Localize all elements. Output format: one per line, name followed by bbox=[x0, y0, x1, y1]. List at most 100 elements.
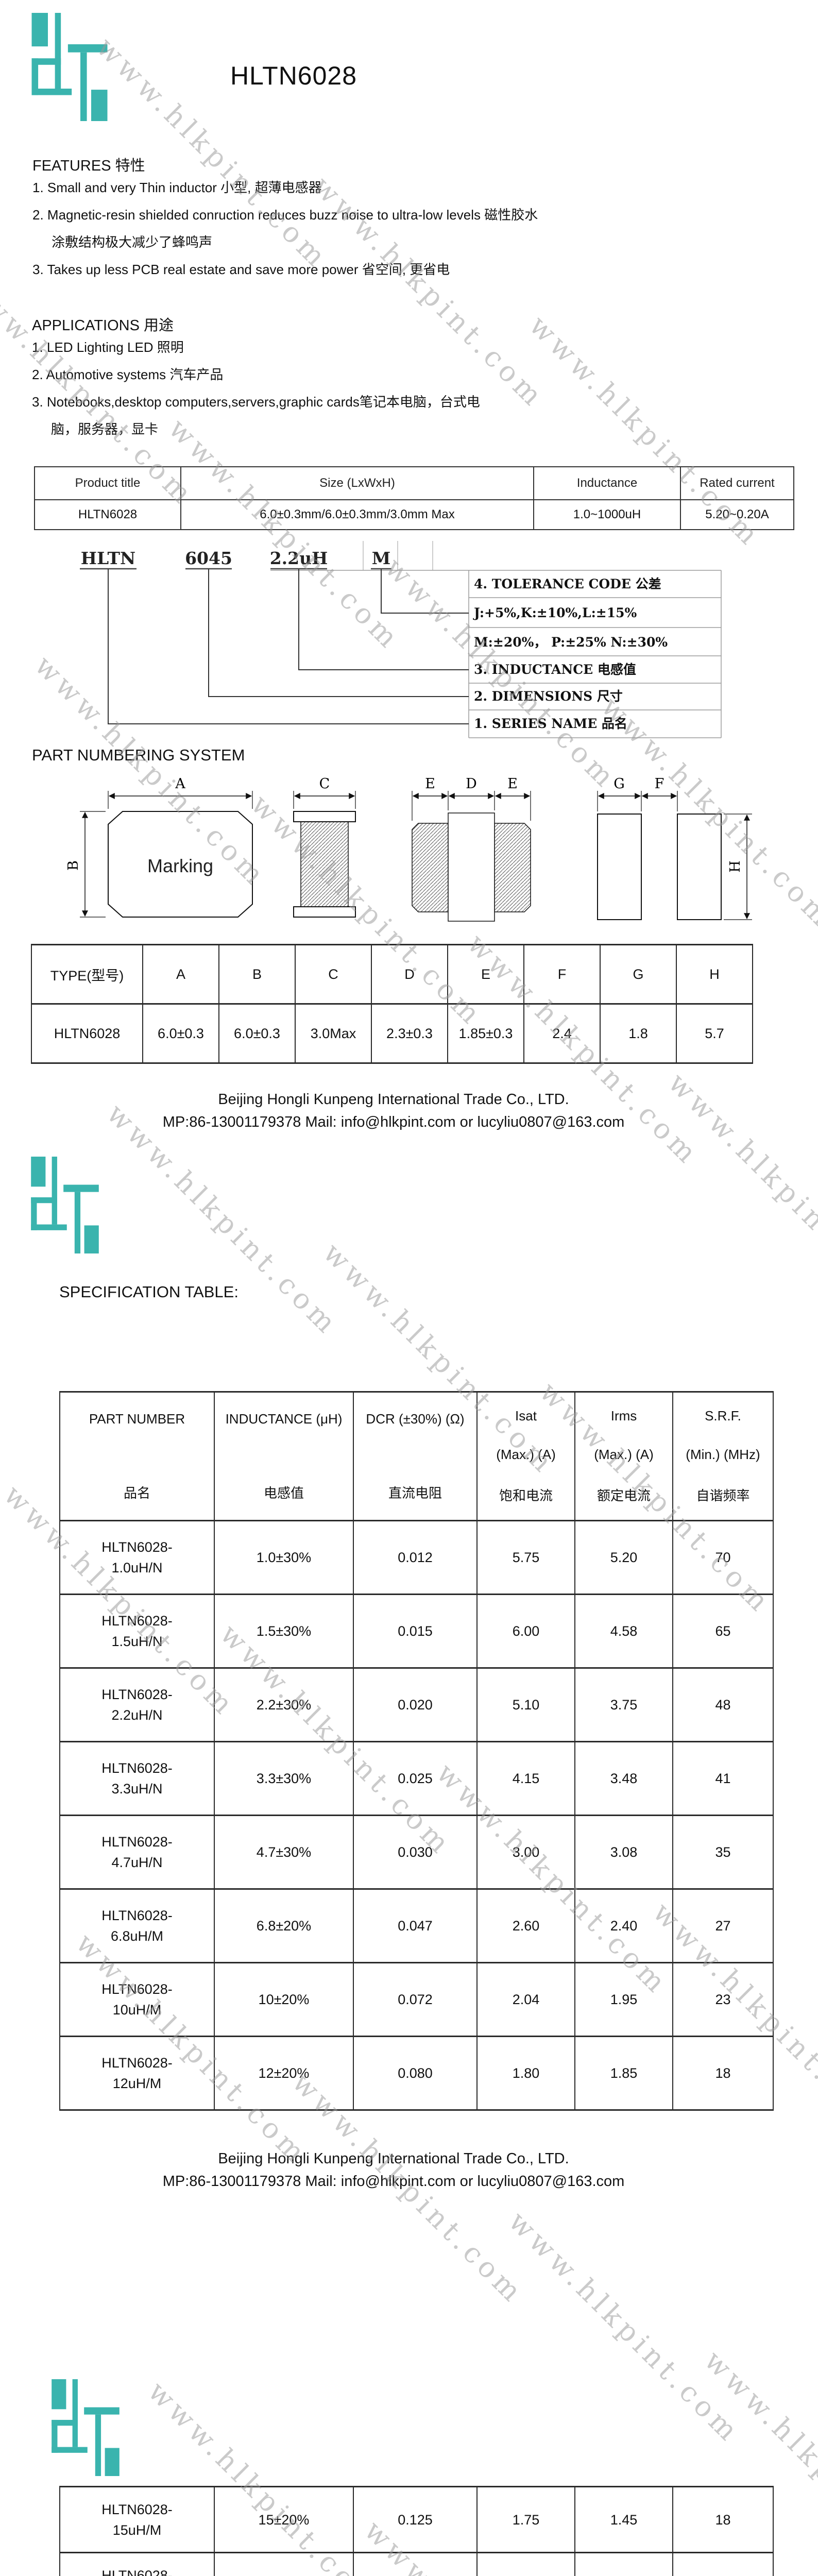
table-cell: HLTN6028 bbox=[34, 499, 181, 530]
column-header: Rated current bbox=[680, 466, 794, 500]
table-cell: 23 bbox=[672, 1962, 774, 2037]
column-header: A bbox=[142, 944, 219, 1005]
features-list: 1. Small and very Thin inductor 小型, 超薄电感… bbox=[32, 174, 548, 283]
table-cell: 1.75 bbox=[476, 2486, 575, 2553]
table-cell: 2.60 bbox=[476, 1888, 575, 1963]
table-cell: 1.85 bbox=[574, 2036, 673, 2111]
column-header: H bbox=[676, 944, 753, 1005]
drawing-land-pattern: G F H bbox=[597, 776, 752, 920]
product-summary-table: Product title Size (LxWxH) Inductance Ra… bbox=[34, 466, 794, 530]
table-cell: HLTN6028- 2.2uH/N bbox=[59, 1667, 215, 1742]
watermark-text: www.hlkpint.com bbox=[502, 2205, 747, 2450]
dimension-drawings: Marking A B C bbox=[65, 776, 752, 922]
dim-d-label: D bbox=[466, 776, 477, 792]
table-cell: 1.0~1000uH bbox=[533, 499, 681, 530]
table-cell: 3.0Max bbox=[295, 1003, 372, 1064]
drawing-bottom-view: E D E bbox=[412, 776, 531, 922]
watermark-text: www.hlkpint.com bbox=[100, 1097, 346, 1342]
table-cell: 15 bbox=[672, 2552, 774, 2576]
table-cell: 18±20% bbox=[214, 2552, 354, 2576]
table-row: HLTN6028- 12uH/M 12±20% 0.080 1.80 1.85 18 bbox=[59, 2036, 774, 2111]
column-header: Irms (Max.) (A) 额定电流 bbox=[574, 1391, 673, 1521]
footer-company: Beijing Hongli Kunpeng International Tra… bbox=[218, 2150, 569, 2167]
table-cell: 0.015 bbox=[353, 1594, 478, 1669]
table-cell: HLTN6028- 1.0uH/N bbox=[59, 1520, 215, 1595]
table-cell: 1.0±30% bbox=[214, 1520, 354, 1595]
table-cell: HLTN6028- 6.8uH/M bbox=[59, 1888, 215, 1963]
company-logo-icon bbox=[52, 2379, 120, 2476]
label-tolerance-code: 4. TOLERANCE CODE 公差 bbox=[474, 577, 661, 591]
table-row: HLTN6028- 1.0uH/N 1.0±30% 0.012 5.75 5.20 70 bbox=[59, 1520, 774, 1595]
column-header: INDUCTANCE (μH) 电感值 bbox=[214, 1391, 354, 1521]
table-cell: 12±20% bbox=[214, 2036, 354, 2111]
label-inductance: 3. INDUCTANCE 电感值 bbox=[474, 662, 636, 677]
table-cell: 3.48 bbox=[574, 1741, 673, 1816]
table-cell: 0.012 bbox=[353, 1520, 478, 1595]
table-cell: 6.0±0.3 bbox=[218, 1003, 296, 1064]
code-series: HLTN bbox=[81, 548, 135, 568]
table-cell: 0.072 bbox=[353, 1962, 478, 2037]
feature-item: 1. Small and very Thin inductor 小型, 超薄电感… bbox=[32, 180, 322, 195]
application-item: 1. LED Lighting LED 照明 bbox=[32, 340, 184, 355]
column-header: Size (LxWxH) bbox=[180, 466, 534, 500]
drawing-side-view: C bbox=[293, 776, 356, 918]
table-cell: HLTN6028- 18uH/M bbox=[59, 2552, 215, 2576]
table-cell: 1.5±30% bbox=[214, 1594, 354, 1669]
table-cell: 1.8 bbox=[600, 1003, 677, 1064]
table-cell: 35 bbox=[672, 1815, 774, 1890]
table-cell: 3.3±30% bbox=[214, 1741, 354, 1816]
table-cell: 27 bbox=[672, 1888, 774, 1963]
table-cell: 4.7±30% bbox=[214, 1815, 354, 1890]
table-row: HLTN6028- 10uH/M 10±20% 0.072 2.04 1.95 23 bbox=[59, 1962, 774, 2037]
table-cell: HLTN6028- 10uH/M bbox=[59, 1962, 215, 2037]
page-title: HLTN6028 bbox=[230, 61, 357, 90]
table-cell: 0.120 bbox=[353, 2552, 478, 2576]
footer: Beijing Hongli Kunpeng International Tra… bbox=[33, 2147, 754, 2193]
table-row: HLTN6028- 15uH/M 15±20% 0.125 1.75 1.45 18 bbox=[59, 2486, 774, 2553]
table-cell: 2.4 bbox=[523, 1003, 601, 1064]
table-cell: 1.45 bbox=[574, 2486, 673, 2553]
connector-lines bbox=[108, 569, 469, 724]
dim-e-label: E bbox=[425, 776, 435, 792]
feature-item: 3. Takes up less PCB real estate and sav… bbox=[32, 262, 450, 277]
table-cell: 18 bbox=[672, 2036, 774, 2111]
spec-table-2: HLTN6028- 15uH/M 15±20% 0.125 1.75 1.45 18 HLT… bbox=[59, 2486, 774, 2576]
column-header: PART NUMBER 品名 bbox=[59, 1391, 215, 1521]
table-row: HLTN6028 6.0±0.3mm/6.0±0.3mm/3.0mm Max 1.0… bbox=[34, 499, 794, 530]
table-cell: 0.080 bbox=[353, 2036, 478, 2111]
table-cell: HLTN6028- 1.5uH/N bbox=[59, 1594, 215, 1669]
table-row: HLTN6028- 3.3uH/N 3.3±30% 0.025 4.15 3.48 41 bbox=[59, 1741, 774, 1816]
label-tolerance-mpn: M:±20%， P:±25% N:±30% bbox=[474, 635, 668, 650]
dim-f-label: F bbox=[655, 776, 664, 792]
table-cell: 1.85±0.3 bbox=[447, 1003, 524, 1064]
application-item: 3. Notebooks,desktop computers,servers,g… bbox=[32, 394, 480, 437]
code-inductance: 2.2uH bbox=[270, 548, 328, 568]
table-cell: 5.20 bbox=[574, 1520, 673, 1595]
column-header: Inductance bbox=[533, 466, 681, 500]
table-cell: 3.08 bbox=[574, 1815, 673, 1890]
dim-c-label: C bbox=[319, 776, 330, 792]
column-header: S.R.F. (Min.) (MHz) 自谐频率 bbox=[672, 1391, 774, 1521]
table-row: HLTN6028- 4.7uH/N 4.7±30% 0.030 3.00 3.08 35 bbox=[59, 1815, 774, 1890]
table-cell: 2.04 bbox=[476, 1962, 575, 2037]
type-dimension-table: TYPE(型号) A B C D E F G H HLTN6028 6.0±0.3… bbox=[31, 944, 753, 1064]
table-cell: 4.58 bbox=[574, 1594, 673, 1669]
table-cell: 5.75 bbox=[476, 1520, 575, 1595]
applications-list: 1. LED Lighting LED 照明 2. Automotive sys… bbox=[32, 334, 506, 443]
table-cell: 2.3±0.3 bbox=[371, 1003, 448, 1064]
table-cell: HLTN6028- 3.3uH/N bbox=[59, 1741, 215, 1816]
dim-g-label: G bbox=[614, 776, 625, 792]
column-header: Isat (Max.) (A) 饱和电流 bbox=[476, 1391, 575, 1521]
features-heading: FEATURES 特性 bbox=[32, 158, 145, 174]
spec-table-heading: SPECIFICATION TABLE: bbox=[59, 1283, 238, 1301]
table-cell: 6.00 bbox=[476, 1594, 575, 1669]
table-header-row: Product title Size (LxWxH) Inductance Ra… bbox=[34, 466, 794, 500]
column-header: B bbox=[218, 944, 296, 1005]
table-cell: 0.025 bbox=[353, 1741, 478, 1816]
table-cell: HLTN6028- 15uH/M bbox=[59, 2486, 215, 2553]
table-cell: 6.0±0.3 bbox=[142, 1003, 219, 1064]
code-dimensions: 6045 bbox=[185, 548, 232, 568]
dim-b-label: B bbox=[65, 860, 81, 871]
table-cell: 1.52 bbox=[476, 2552, 575, 2576]
table-cell: 5.7 bbox=[676, 1003, 753, 1064]
